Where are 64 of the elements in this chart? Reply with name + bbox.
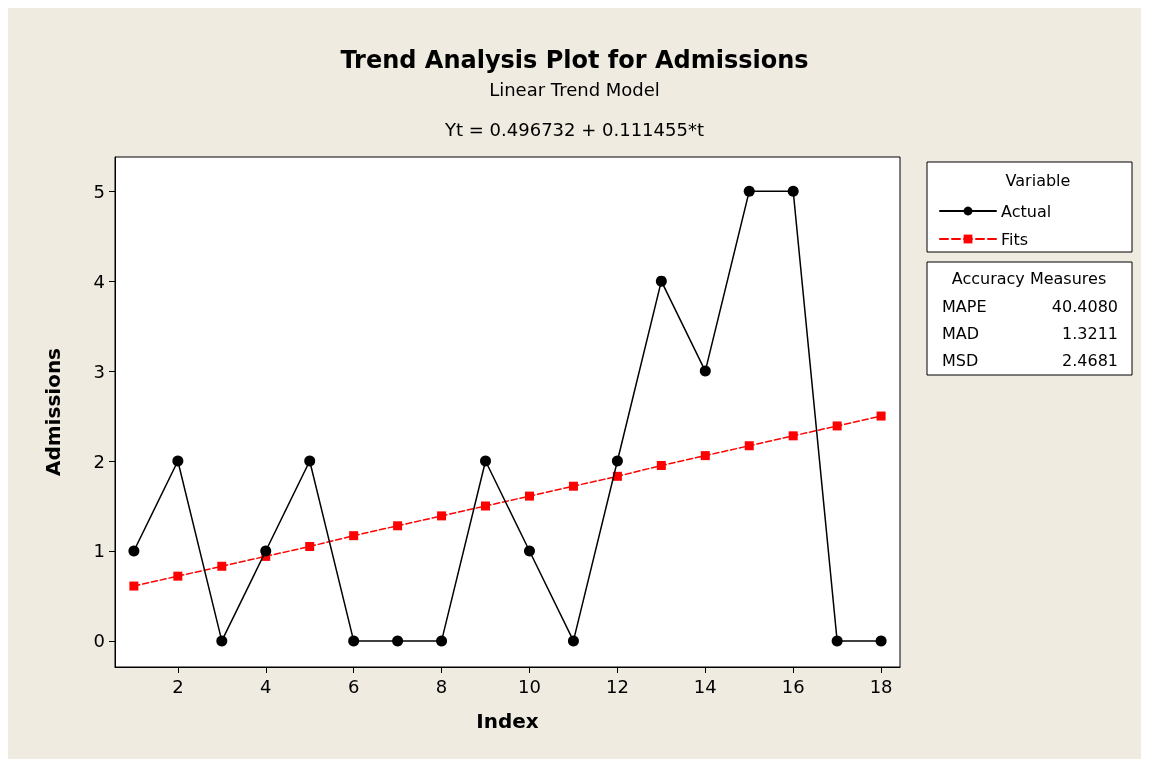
point xyxy=(831,635,843,647)
point xyxy=(744,441,754,451)
text: Accuracy Measures xyxy=(951,268,1107,288)
point xyxy=(437,511,447,521)
point xyxy=(172,455,184,467)
legend-label: Fits xyxy=(1001,229,1029,249)
point xyxy=(173,571,183,581)
x-tick-label: 10 xyxy=(518,675,541,697)
text: 1.3211 xyxy=(1062,323,1118,343)
point xyxy=(524,491,534,501)
x-tick-label: 4 xyxy=(260,675,272,697)
point xyxy=(523,545,535,557)
point xyxy=(349,531,359,541)
y-tick-label: 3 xyxy=(93,360,105,382)
point xyxy=(260,545,272,557)
point xyxy=(699,365,711,377)
point xyxy=(217,561,227,571)
point xyxy=(568,481,578,491)
point xyxy=(567,635,579,647)
text: MAD xyxy=(942,323,980,343)
point xyxy=(436,635,448,647)
legend-title: Variable xyxy=(1005,170,1071,190)
point xyxy=(743,185,755,197)
point xyxy=(611,455,623,467)
point xyxy=(392,635,404,647)
text: 2.4681 xyxy=(1062,350,1118,370)
point xyxy=(393,521,403,531)
legend-label: Actual xyxy=(1001,201,1052,221)
point xyxy=(348,635,360,647)
text: Yt = 0.496732 + 0.111455*t xyxy=(444,118,704,140)
point xyxy=(832,421,842,431)
x-tick-label: 2 xyxy=(172,675,184,697)
point xyxy=(480,455,492,467)
chart-subtitle: Linear Trend Model xyxy=(489,78,660,100)
y-tick-label: 2 xyxy=(93,450,105,472)
point xyxy=(305,541,315,551)
y-tick-label: 4 xyxy=(93,270,105,292)
y-tick-label: 1 xyxy=(93,540,105,562)
point xyxy=(875,635,887,647)
y-tick-label: 0 xyxy=(93,630,105,652)
x-tick-label: 14 xyxy=(693,675,717,697)
point xyxy=(304,455,316,467)
y-tick-label: 5 xyxy=(93,180,105,202)
point xyxy=(876,411,886,421)
y-axis-title: Admissions xyxy=(41,347,65,477)
point xyxy=(481,501,491,511)
x-tick-label: 6 xyxy=(347,675,360,697)
text: MAPE xyxy=(942,296,987,316)
x-tick-label: 8 xyxy=(435,675,448,697)
point xyxy=(656,461,666,471)
x-axis-title: Index xyxy=(476,709,539,733)
point xyxy=(128,545,140,557)
point xyxy=(700,451,710,461)
point xyxy=(129,581,139,591)
point xyxy=(788,431,798,441)
point xyxy=(787,185,799,197)
chart-title: Trend Analysis Plot for Admissions xyxy=(340,46,809,74)
text: MSD xyxy=(942,350,979,370)
point xyxy=(655,275,667,287)
point xyxy=(216,635,228,647)
x-tick-label: 16 xyxy=(781,675,805,697)
text: 40.4080 xyxy=(1051,296,1118,316)
x-tick-label: 12 xyxy=(605,675,629,697)
x-tick-label: 18 xyxy=(869,675,893,697)
